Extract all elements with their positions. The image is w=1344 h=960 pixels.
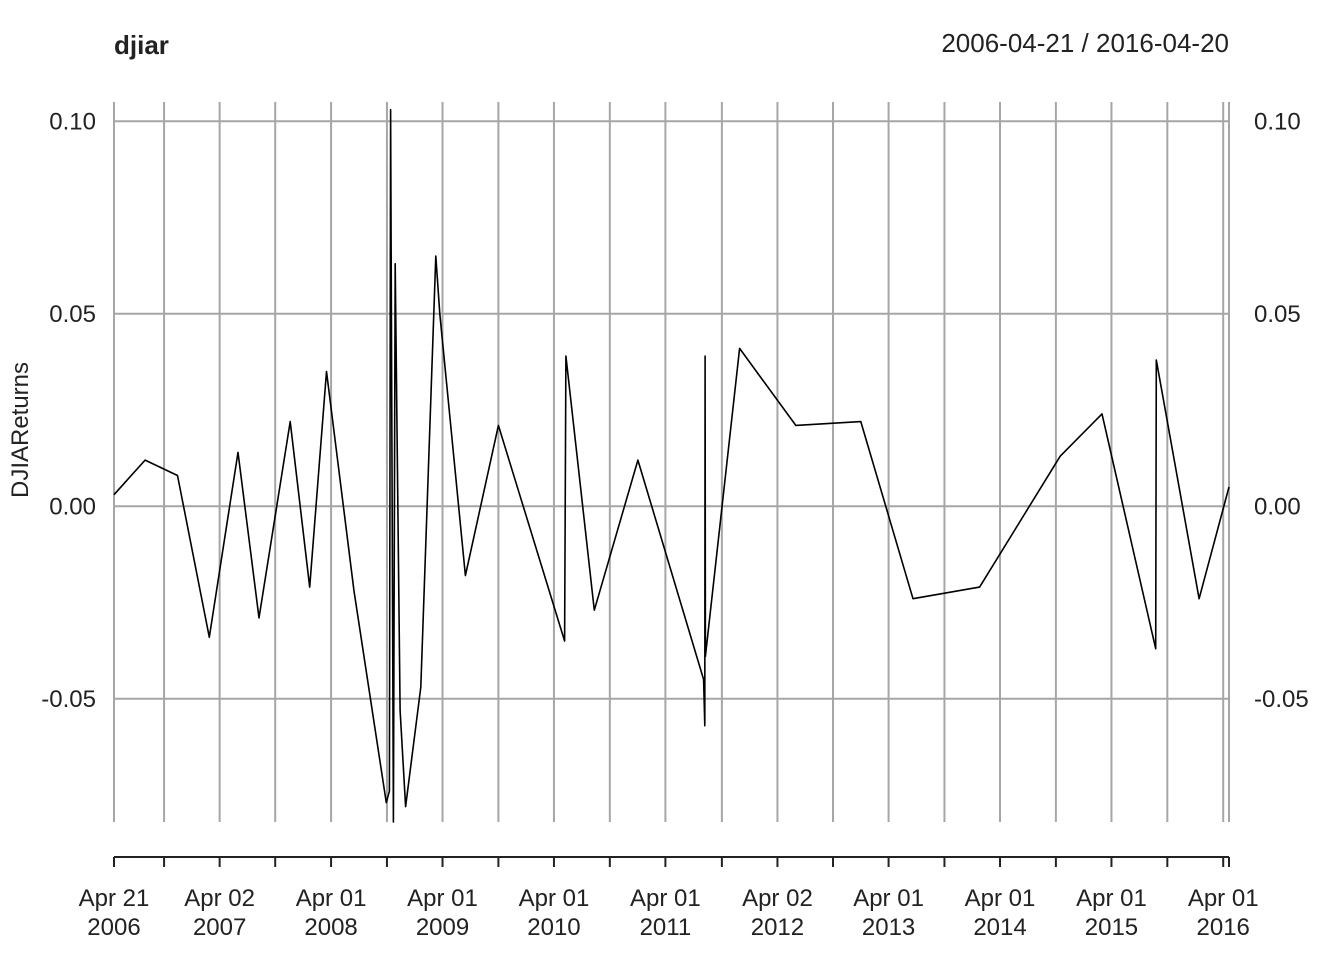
x-tick-label-year: 2013 <box>862 914 915 941</box>
y-tick-label-right: -0.05 <box>1254 686 1309 713</box>
series-layer <box>113 108 1230 823</box>
x-tick-label-month: Apr 02 <box>742 885 813 912</box>
x-tick-label-year: 2009 <box>416 914 469 941</box>
x-tick-label-month: Apr 01 <box>1188 885 1259 912</box>
chart-title: djiar <box>114 30 169 60</box>
x-tick-label-year: 2007 <box>193 914 246 941</box>
x-tick-label-year: 2010 <box>527 914 580 941</box>
y-tick-label-right: 0.05 <box>1254 301 1301 328</box>
y-tick-label-right: 0.00 <box>1254 493 1301 520</box>
y-tick-label-right: 0.10 <box>1254 108 1301 135</box>
y-tick-label-left: 0.10 <box>49 108 96 135</box>
x-tick-label-year: 2006 <box>87 914 140 941</box>
x-tick-label-month: Apr 01 <box>853 885 924 912</box>
x-tick-label-year: 2016 <box>1197 914 1250 941</box>
x-tick-label-year: 2011 <box>640 914 692 941</box>
x-tick-label-month: Apr 01 <box>407 885 478 912</box>
series-line <box>113 108 1230 823</box>
y-axis-label: DJIAReturns <box>7 362 34 498</box>
x-tick-label-year: 2015 <box>1085 914 1138 941</box>
x-tick-label-month: Apr 02 <box>184 885 255 912</box>
x-tick-label-month: Apr 01 <box>519 885 590 912</box>
y-tick-label-left: 0.05 <box>49 301 96 328</box>
y-tick-label-left: 0.00 <box>49 493 96 520</box>
y-tick-label-left: -0.05 <box>41 686 96 713</box>
x-tick-label-year: 2012 <box>751 914 804 941</box>
x-tick-label-month: Apr 01 <box>630 885 701 912</box>
y-axis-ticks: -0.05 -0.05 0.00 0.00 0.05 0.05 0.10 0.10 <box>41 108 1308 713</box>
x-tick-label-month: Apr 01 <box>1076 885 1147 912</box>
x-tick-label-month: Apr 01 <box>965 885 1036 912</box>
x-tick-label-month: Apr 01 <box>296 885 367 912</box>
x-tick-label-year: 2014 <box>973 914 1026 941</box>
x-tick-label-month: Apr 21 <box>79 885 150 912</box>
date-range-label: 2006-04-21 / 2016-04-20 <box>941 28 1229 58</box>
gridlines <box>113 102 1230 822</box>
x-tick-label-year: 2008 <box>304 914 357 941</box>
